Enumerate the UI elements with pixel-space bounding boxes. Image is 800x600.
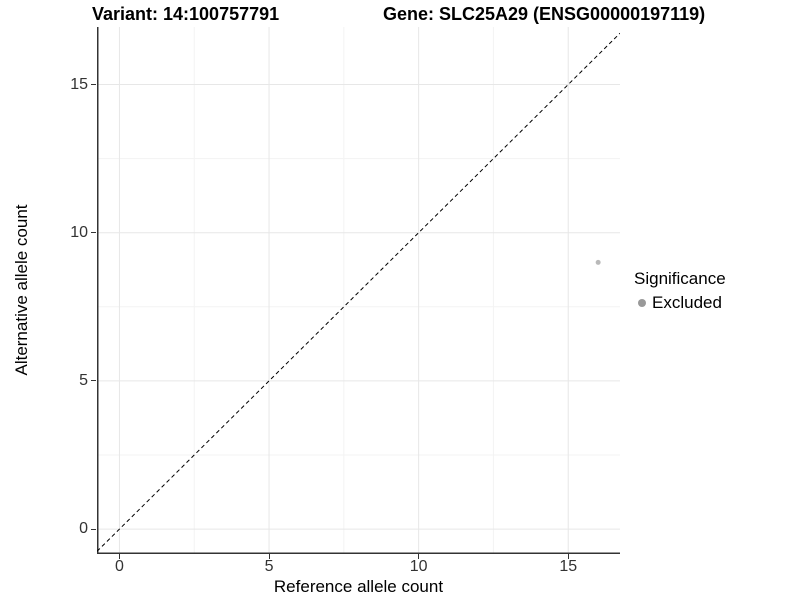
legend-title: Significance bbox=[634, 269, 726, 288]
y-tick-mark bbox=[91, 528, 96, 530]
x-tick-label: 0 bbox=[114, 558, 124, 575]
x-tick-mark bbox=[118, 554, 120, 559]
legend: Significance Excluded bbox=[634, 269, 726, 313]
x-tick-label: 5 bbox=[264, 558, 274, 575]
y-tick-mark bbox=[91, 380, 96, 382]
x-axis-title: Reference allele count bbox=[273, 577, 444, 596]
x-tick-mark bbox=[418, 554, 420, 559]
y-tick-mark bbox=[91, 84, 96, 85]
y-tick-label: 5 bbox=[79, 371, 88, 389]
excluded-dot-icon bbox=[638, 299, 646, 307]
y-axis-title: Alternative allele count bbox=[12, 204, 31, 376]
plot-panel bbox=[97, 27, 620, 554]
x-tick-label: 10 bbox=[409, 558, 428, 575]
legend-item-label: Excluded bbox=[652, 293, 722, 312]
y-tick-label: 0 bbox=[79, 520, 88, 538]
legend-item-excluded: Excluded bbox=[634, 293, 726, 313]
identity-line bbox=[97, 32, 620, 552]
x-tick-mark bbox=[268, 554, 270, 559]
y-tick-mark bbox=[91, 232, 96, 234]
gene-title: Gene: SLC25A29 (ENSG00000197119) bbox=[383, 4, 706, 24]
x-tick-mark bbox=[567, 554, 569, 559]
y-tick-label: 15 bbox=[70, 75, 88, 93]
variant-title: Variant: 14:100757791 bbox=[92, 4, 280, 24]
data-point bbox=[595, 259, 601, 265]
x-tick-label: 15 bbox=[559, 558, 578, 575]
y-tick-label: 10 bbox=[70, 223, 88, 241]
